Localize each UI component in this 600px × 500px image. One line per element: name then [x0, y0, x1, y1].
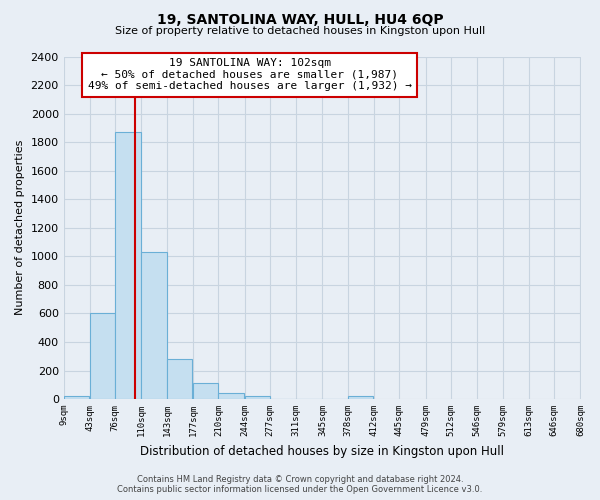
- Bar: [348, 396, 373, 399]
- Bar: [142, 252, 167, 399]
- Bar: [115, 132, 140, 399]
- Text: Contains HM Land Registry data © Crown copyright and database right 2024.
Contai: Contains HM Land Registry data © Crown c…: [118, 474, 482, 494]
- Bar: [218, 392, 244, 399]
- Text: Size of property relative to detached houses in Kingston upon Hull: Size of property relative to detached ho…: [115, 26, 485, 36]
- Bar: [193, 384, 218, 399]
- Y-axis label: Number of detached properties: Number of detached properties: [15, 140, 25, 316]
- Text: 19 SANTOLINA WAY: 102sqm
← 50% of detached houses are smaller (1,987)
49% of sem: 19 SANTOLINA WAY: 102sqm ← 50% of detach…: [88, 58, 412, 92]
- X-axis label: Distribution of detached houses by size in Kingston upon Hull: Distribution of detached houses by size …: [140, 444, 504, 458]
- Bar: [245, 396, 270, 399]
- Text: 19, SANTOLINA WAY, HULL, HU4 6QP: 19, SANTOLINA WAY, HULL, HU4 6QP: [157, 12, 443, 26]
- Bar: [167, 359, 192, 399]
- Bar: [64, 396, 89, 399]
- Bar: [90, 314, 115, 399]
